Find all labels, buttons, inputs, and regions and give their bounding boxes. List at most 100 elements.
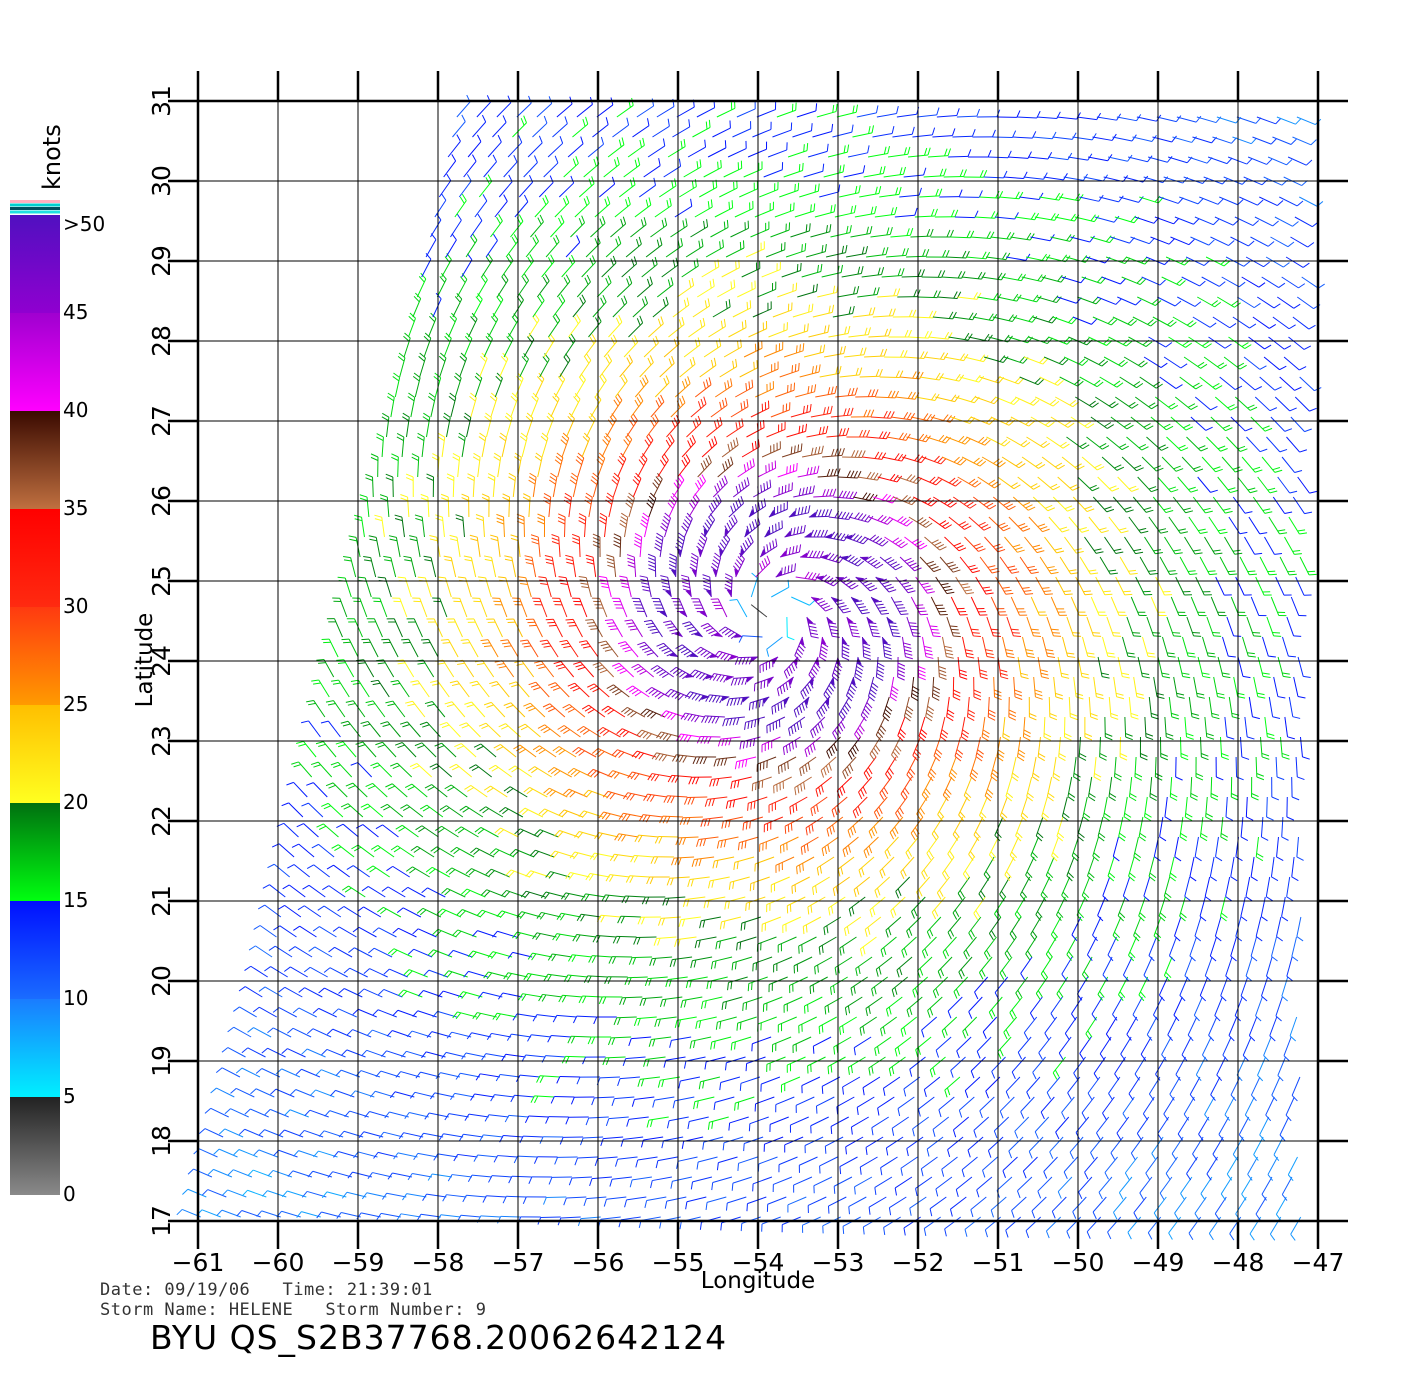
wind-barb	[670, 218, 688, 238]
wind-barb	[906, 433, 931, 443]
wind-barb	[301, 1048, 326, 1058]
wind-barb	[1173, 996, 1183, 1022]
wind-barb	[637, 916, 661, 925]
wind-barb	[421, 887, 446, 898]
wind-barb	[646, 876, 670, 885]
wind-barb	[1026, 616, 1042, 637]
wind-barb	[750, 221, 770, 238]
wind-barb	[1063, 716, 1072, 741]
wind-barb	[270, 1088, 295, 1098]
wind-barb	[519, 352, 529, 378]
wind-barb	[316, 659, 335, 678]
wind-barb	[261, 1047, 286, 1058]
colorbar-cap-stripe	[10, 200, 60, 203]
wind-barb	[525, 618, 543, 638]
wind-barb	[1126, 616, 1142, 637]
wind-barb	[510, 392, 519, 418]
wind-barb	[623, 335, 639, 358]
wind-barb	[712, 120, 731, 138]
wind-barb	[1134, 1056, 1146, 1081]
wind-barb	[956, 1036, 972, 1059]
wind-barb	[572, 294, 586, 318]
wind-barb	[375, 824, 399, 838]
wind-barb	[809, 976, 828, 995]
wind-barb	[700, 622, 723, 638]
wind-barb	[650, 217, 668, 238]
wind-barb	[1006, 616, 1022, 637]
wind-barb	[973, 1116, 990, 1138]
wind-barb	[931, 816, 944, 841]
wind-barb	[1188, 336, 1212, 349]
wind-barb	[422, 412, 431, 438]
wind-barb	[825, 245, 848, 258]
wind-barb	[1068, 696, 1078, 721]
wind-barb	[1275, 756, 1285, 781]
wind-barb	[1285, 256, 1310, 268]
wind-barb	[1192, 136, 1217, 144]
wind-barb	[964, 536, 986, 552]
wind-barb	[782, 916, 802, 934]
wind-barb	[835, 387, 858, 398]
wind-barb	[842, 1076, 861, 1095]
wind-barb	[1011, 756, 1019, 782]
wind-barb	[757, 460, 777, 478]
wind-barb	[572, 116, 589, 138]
wind-barb	[1091, 996, 1103, 1021]
wind-barb	[1130, 596, 1147, 616]
wind-barb	[1005, 1076, 1021, 1099]
wind-barb	[612, 295, 628, 318]
wind-barb	[286, 781, 308, 798]
wind-barb	[891, 976, 908, 998]
wind-barb	[779, 182, 800, 198]
wind-barb	[730, 776, 752, 790]
wind-barb	[486, 618, 503, 638]
wind-barb	[1138, 976, 1149, 1002]
wind-barb	[663, 620, 683, 638]
wind-barb	[1163, 876, 1172, 902]
wind-barb	[550, 215, 565, 238]
wind-barb	[677, 454, 691, 478]
wind-barb	[667, 774, 692, 783]
wind-barb	[808, 656, 821, 681]
wind-barb	[443, 412, 451, 438]
wind-barb	[605, 1116, 629, 1127]
wind-barb	[794, 776, 812, 796]
wind-barb	[710, 1036, 732, 1050]
wind-barb	[1004, 536, 1025, 553]
wind-barb	[679, 356, 696, 378]
wind-barb	[855, 956, 873, 977]
wind-barb	[794, 203, 816, 218]
wind-barb	[1011, 1196, 1027, 1218]
wind-barb	[689, 552, 699, 578]
wind-barb	[1277, 1056, 1286, 1082]
wind-barb	[610, 393, 623, 418]
wind-barb	[1095, 576, 1113, 596]
wind-barb	[1046, 1076, 1061, 1100]
wind-barb	[250, 1088, 275, 1098]
latitude-tick-label: 18	[147, 1125, 176, 1157]
wind-barb	[252, 1006, 277, 1018]
wind-barb	[1083, 356, 1109, 367]
wind-barb	[592, 294, 607, 318]
wind-barb	[1199, 816, 1208, 842]
wind-barb	[1165, 1156, 1178, 1181]
wind-barb	[276, 1210, 301, 1218]
wind-barb	[892, 309, 917, 318]
wind-barb	[630, 854, 655, 863]
wind-barb	[1166, 436, 1189, 452]
wind-barb	[1117, 296, 1142, 306]
wind-barb	[1158, 976, 1169, 1002]
wind-barb	[1164, 536, 1183, 555]
wind-barb	[882, 1076, 901, 1096]
wind-barb	[293, 925, 317, 938]
wind-barb	[1063, 356, 1089, 366]
wind-barb	[1172, 496, 1194, 514]
wind-barb	[928, 331, 953, 340]
wind-barb	[406, 866, 430, 878]
wind-barb	[1260, 816, 1269, 841]
wind-barb	[492, 930, 517, 938]
wind-barb	[404, 1112, 429, 1119]
wind-barb	[1259, 376, 1282, 391]
wind-barb	[455, 659, 475, 678]
wind-barb	[487, 473, 496, 498]
